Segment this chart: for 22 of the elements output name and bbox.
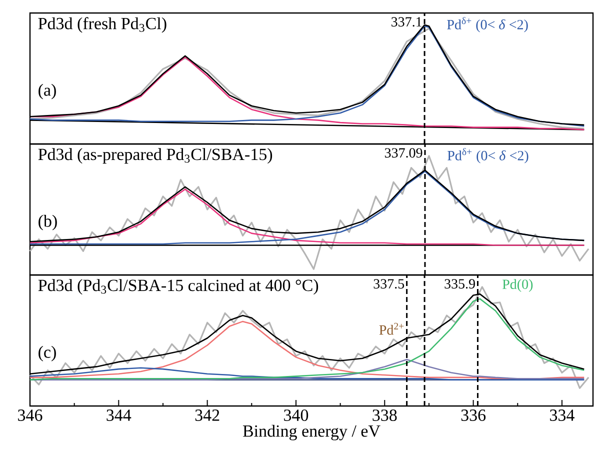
x-tick-label: 346 (18, 410, 42, 421)
x-axis-title: Binding energy / eV (242, 424, 380, 440)
chart-title: Pd3d (as-prepared Pd$_{3}$Cl/SBA-15) (38, 148, 272, 164)
x-tick-label: 334 (550, 410, 574, 421)
ref-line-label: 337.1 (392, 17, 422, 27)
x-tick-label: 338 (372, 410, 397, 421)
annotation: (c) (38, 346, 56, 362)
x-tick-label: 340 (284, 410, 308, 421)
ref-line-label: 335.9 (444, 279, 475, 289)
annotation: (b) (38, 214, 57, 230)
x-tick-label: 342 (195, 410, 220, 421)
annotation: Pd$^{2+}$ (379, 322, 404, 335)
ref-line-label: 337.09 (384, 148, 422, 158)
chart-title: Pd3d (Pd$_{3}$Cl/SBA-15 calcined at 400 °C) (38, 279, 318, 295)
x-tick-label: 336 (461, 410, 486, 421)
chart-title: Pd3d (fresh Pd$_{3}$Cl) (38, 17, 166, 33)
ref-line-label: 337.5 (374, 279, 404, 289)
series-label: Pd(0) (502, 279, 533, 292)
series-label: Pd$^{δ+}$ (0< δ <2) (447, 17, 528, 32)
annotation: (a) (38, 84, 56, 100)
series-label: Pd$^{δ+}$ (0< δ <2) (448, 148, 528, 164)
x-tick-label: 344 (106, 410, 132, 421)
